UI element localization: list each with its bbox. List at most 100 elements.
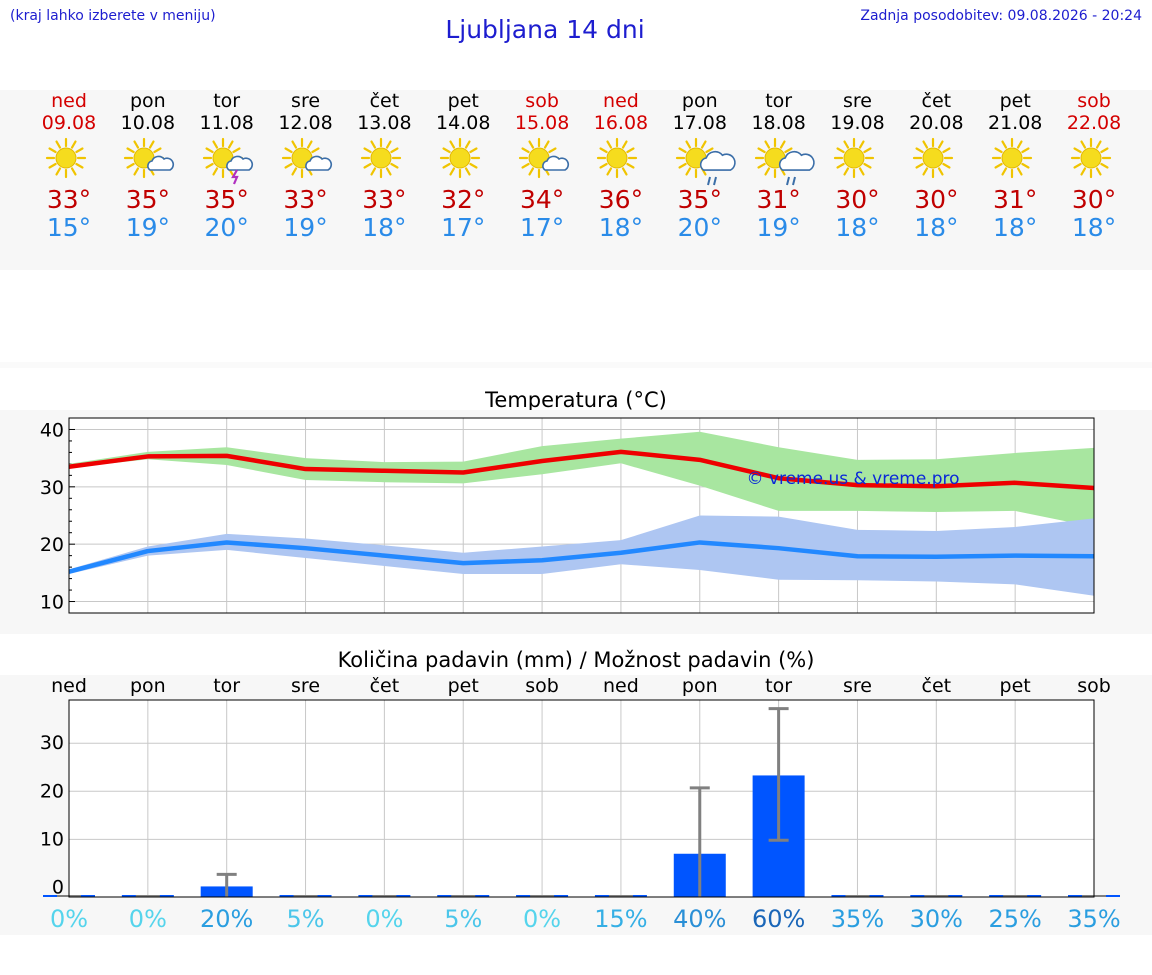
sun-ray: [149, 140, 155, 149]
sun-ray: [622, 140, 629, 149]
cloud-shape: [541, 155, 569, 171]
sun-ray: [1079, 167, 1086, 176]
sun-ray: [836, 147, 845, 154]
sun-ray: [390, 147, 399, 154]
sun-shape: [833, 137, 875, 179]
sun-ray: [942, 147, 951, 154]
sun-ray: [1001, 167, 1007, 176]
sun-ray: [311, 147, 320, 154]
min-temp: 18°: [1071, 213, 1117, 242]
sun-ray: [527, 167, 534, 176]
min-temp: 18°: [598, 213, 644, 242]
max-temp: 32°: [441, 185, 486, 214]
sun-ray: [153, 147, 162, 154]
sun-ray: [74, 162, 84, 169]
day-name: čet: [921, 90, 952, 112]
sun-ray: [836, 162, 845, 169]
sun-ray: [521, 147, 530, 154]
precip-chance-label: 5%: [286, 905, 324, 933]
sun-ray: [1079, 140, 1086, 149]
day-date: 22.08: [1066, 112, 1122, 134]
sun-ray: [858, 140, 865, 149]
precip-chance-label: 0%: [129, 905, 167, 933]
day-column: pet 21.08 31° 18°: [976, 90, 1055, 242]
sun-ray: [757, 162, 766, 169]
day-column: čet 13.08 33° 18°: [345, 90, 424, 242]
sun-ray: [47, 162, 57, 169]
sun-disc: [843, 147, 865, 169]
cloud-outline: [700, 151, 736, 171]
sun-shape: [439, 137, 480, 179]
sun-ray: [205, 162, 214, 169]
max-temp: 36°: [598, 185, 644, 214]
day-date: 11.08: [199, 112, 254, 134]
sun-icon: [818, 134, 897, 189]
sun-ray: [363, 162, 372, 169]
sun-ray: [937, 140, 944, 149]
day-date: 18.08: [751, 112, 806, 134]
y-tick-label: 0: [52, 876, 64, 898]
day-date: 12.08: [278, 112, 333, 134]
day-column: pet 14.08 32° 17°: [424, 90, 503, 242]
sun-ray: [1072, 147, 1082, 154]
day-column: tor 18.08 31° 19°: [739, 90, 818, 242]
cloud-shape: [779, 151, 815, 171]
sun-ray: [291, 167, 298, 176]
sun-ray: [54, 140, 61, 149]
day-date: 17.08: [672, 112, 727, 134]
sun-cloud-icon: [518, 137, 569, 179]
min-temp: 17°: [519, 213, 565, 242]
forecast-band: [0, 90, 1152, 270]
sun-ray: [385, 140, 392, 149]
plot-frame: [68, 417, 1095, 614]
sun-ray: [1072, 162, 1082, 169]
sun-ray: [464, 167, 471, 176]
day-name: tor: [213, 90, 241, 112]
precip-chance-label: 30%: [910, 905, 963, 933]
category-label: pon: [682, 675, 718, 697]
category-label: ned: [51, 675, 87, 697]
sun-icon: [1070, 137, 1111, 179]
sun-disc: [1080, 147, 1102, 169]
day-name: ned: [51, 90, 87, 112]
lightning-bolt: [231, 169, 239, 185]
sun-ray: [527, 140, 534, 149]
max-temp: 34°: [519, 185, 565, 214]
day-column: sob 22.08 30° 18°: [1055, 90, 1134, 242]
sun-ray: [449, 167, 455, 176]
day-columns: ned 09.08 33° 15° pon 10.08 35° 19° tor 11.08 35° 2…: [0, 90, 1152, 270]
min-temp: 18°: [993, 213, 1038, 242]
sun-ray: [370, 167, 376, 176]
sun-ray: [626, 147, 635, 154]
sun-ray: [863, 147, 872, 154]
sun-ray: [284, 162, 293, 169]
category-label: sob: [525, 675, 559, 697]
sun-ray: [784, 147, 793, 154]
cloud-shape: [226, 155, 254, 171]
day-column: sre 19.08 30° 18°: [818, 90, 897, 242]
sun-disc: [370, 147, 392, 169]
sun-ray: [1099, 147, 1109, 154]
min-temp: 19°: [283, 213, 328, 242]
y-tick-label: 20: [40, 780, 64, 802]
sun-ray: [843, 167, 850, 176]
category-label: sob: [1077, 675, 1111, 697]
cloud-outline: [226, 155, 254, 171]
precipitation-chart-title: Količina padavin (mm) / Možnost padavin …: [337, 648, 815, 672]
precip-chance-label: 60%: [752, 905, 805, 933]
sun-ray: [133, 140, 140, 149]
precip-chance-label: 25%: [988, 905, 1041, 933]
day-name: pet: [447, 90, 479, 112]
sun-rain-icon: [676, 137, 736, 186]
sun-ray: [390, 162, 399, 169]
sun-icon: [991, 137, 1032, 179]
sun-cloud-icon: [503, 134, 582, 189]
separator: [0, 362, 1152, 368]
y-tick-label: 10: [40, 592, 64, 614]
day-name: sob: [1077, 90, 1111, 112]
sun-ray: [622, 167, 629, 176]
sun-ray: [228, 140, 234, 149]
sun-ray: [74, 147, 84, 154]
day-date: 15.08: [514, 112, 570, 134]
sun-ray: [212, 140, 219, 149]
